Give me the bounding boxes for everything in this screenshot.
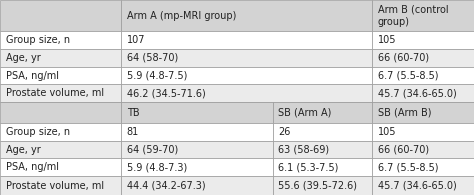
Bar (121, 67, 372, 84)
Bar (121, 0, 372, 31)
Bar (0, 158, 121, 176)
Text: 55.6 (39.5-72.6): 55.6 (39.5-72.6) (278, 181, 357, 191)
Text: PSA, ng/ml: PSA, ng/ml (6, 162, 59, 172)
Bar (372, 84, 474, 102)
Bar (121, 102, 273, 123)
Text: Age, yr: Age, yr (6, 53, 40, 63)
Text: 26: 26 (278, 127, 291, 137)
Bar (121, 49, 372, 67)
Bar (0, 0, 121, 31)
Text: 6.7 (5.5-8.5): 6.7 (5.5-8.5) (378, 71, 438, 81)
Text: 63 (58-69): 63 (58-69) (278, 145, 329, 155)
Bar (0, 176, 121, 195)
Bar (0, 123, 121, 141)
Text: Group size, n: Group size, n (6, 35, 70, 45)
Text: Arm B (control
group): Arm B (control group) (378, 5, 448, 27)
Text: SB (Arm A): SB (Arm A) (278, 108, 332, 118)
Bar (0, 67, 121, 84)
Bar (121, 84, 372, 102)
Bar (273, 102, 372, 123)
Text: Prostate volume, ml: Prostate volume, ml (6, 88, 104, 98)
Bar (0, 102, 121, 123)
Bar (121, 31, 372, 49)
Bar (0, 31, 121, 49)
Text: 64 (59-70): 64 (59-70) (127, 145, 178, 155)
Bar (372, 31, 474, 49)
Bar (372, 0, 474, 31)
Bar (0, 84, 121, 102)
Bar (372, 102, 474, 123)
Text: 45.7 (34.6-65.0): 45.7 (34.6-65.0) (378, 88, 456, 98)
Text: PSA, ng/ml: PSA, ng/ml (6, 71, 59, 81)
Bar (121, 123, 273, 141)
Bar (372, 176, 474, 195)
Bar (372, 49, 474, 67)
Bar (372, 67, 474, 84)
Bar (372, 158, 474, 176)
Bar (372, 123, 474, 141)
Text: 46.2 (34.5-71.6): 46.2 (34.5-71.6) (127, 88, 205, 98)
Text: 105: 105 (378, 35, 396, 45)
Text: TB: TB (127, 108, 139, 118)
Text: 66 (60-70): 66 (60-70) (378, 145, 429, 155)
Text: 105: 105 (378, 127, 396, 137)
Bar (121, 176, 273, 195)
Bar (273, 176, 372, 195)
Text: Age, yr: Age, yr (6, 145, 40, 155)
Text: SB (Arm B): SB (Arm B) (378, 108, 431, 118)
Text: 44.4 (34.2-67.3): 44.4 (34.2-67.3) (127, 181, 205, 191)
Text: Arm A (mp-MRI group): Arm A (mp-MRI group) (127, 11, 236, 21)
Text: 6.7 (5.5-8.5): 6.7 (5.5-8.5) (378, 162, 438, 172)
Text: 5.9 (4.8-7.5): 5.9 (4.8-7.5) (127, 71, 187, 81)
Bar (121, 141, 273, 158)
Text: Prostate volume, ml: Prostate volume, ml (6, 181, 104, 191)
Text: 107: 107 (127, 35, 145, 45)
Bar (273, 141, 372, 158)
Bar (0, 141, 121, 158)
Bar (372, 141, 474, 158)
Text: Group size, n: Group size, n (6, 127, 70, 137)
Text: 81: 81 (127, 127, 139, 137)
Bar (0, 49, 121, 67)
Bar (121, 158, 273, 176)
Text: 6.1 (5.3-7.5): 6.1 (5.3-7.5) (278, 162, 338, 172)
Text: 66 (60-70): 66 (60-70) (378, 53, 429, 63)
Bar (273, 123, 372, 141)
Text: 5.9 (4.8-7.3): 5.9 (4.8-7.3) (127, 162, 187, 172)
Text: 45.7 (34.6-65.0): 45.7 (34.6-65.0) (378, 181, 456, 191)
Text: 64 (58-70): 64 (58-70) (127, 53, 178, 63)
Bar (273, 158, 372, 176)
